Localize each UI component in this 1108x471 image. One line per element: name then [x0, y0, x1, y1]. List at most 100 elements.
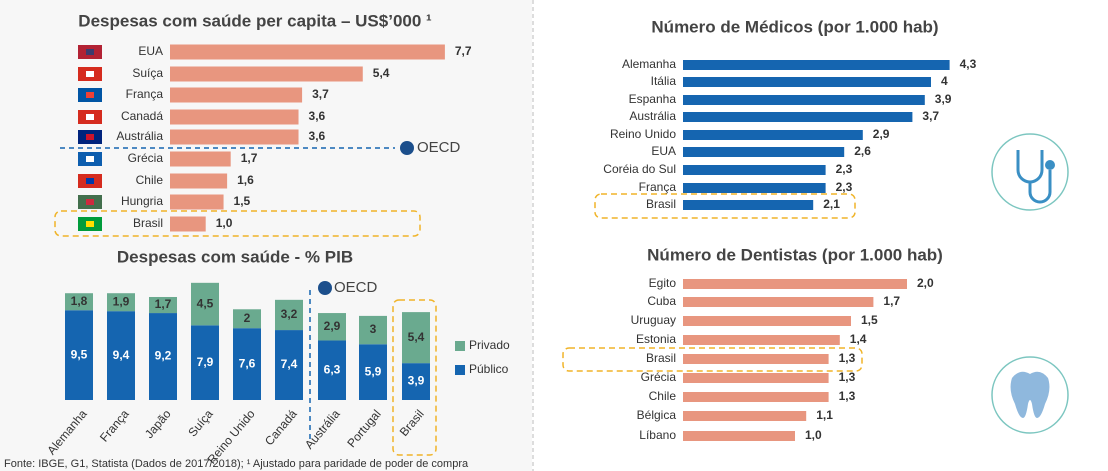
bar: [170, 151, 231, 167]
value-label: 9,2: [155, 349, 172, 363]
bar: [683, 354, 829, 364]
legend-label: Público: [469, 362, 509, 376]
annotation: OECD: [334, 279, 378, 296]
category-label: Chile: [649, 389, 677, 403]
bar: [683, 60, 950, 70]
value-label: 1,0: [805, 428, 822, 442]
value-label: 2,3: [836, 180, 853, 194]
flag: [86, 49, 94, 55]
bar: [170, 194, 224, 210]
flag: [86, 221, 94, 227]
bar: [683, 373, 829, 383]
tooth-icon: [1010, 371, 1050, 418]
chart-title: Despesas com saúde per capita – US$’000 …: [78, 11, 432, 30]
value-label: 2,0: [917, 276, 934, 290]
bar: [170, 44, 445, 60]
bar-segment: [107, 311, 135, 400]
category-label: Bélgica: [637, 408, 677, 422]
value-label: 4,3: [960, 57, 977, 71]
annotation: OECD: [417, 139, 461, 156]
oecd-logo: [318, 281, 332, 295]
highlight-box: [54, 210, 421, 237]
category-label: Brasil: [646, 197, 676, 211]
value-label: 1,3: [839, 351, 856, 365]
bar-segment: [275, 299, 303, 331]
category-label: Chile: [136, 173, 164, 187]
value-label: 2,1: [823, 197, 840, 211]
flag: [86, 178, 94, 184]
category-label: EUA: [651, 144, 676, 158]
category-label: Austrália: [629, 109, 676, 123]
value-label: 5,4: [408, 330, 425, 344]
value-label: 1,4: [850, 332, 867, 346]
value-label: 6,3: [324, 362, 341, 376]
category-label: Brasil: [646, 351, 676, 365]
source: Fonte: IBGE, G1, Statista (Dados de 2017…: [4, 458, 469, 470]
value-label: 7,4: [281, 357, 298, 371]
bar-segment: [149, 313, 177, 400]
category-label: Brasil: [133, 216, 163, 230]
value-label: 3,9: [408, 374, 425, 388]
value-label: 4: [941, 74, 948, 88]
category-label: Cuba: [647, 294, 676, 308]
stethoscope-icon: [1016, 150, 1052, 204]
bar: [683, 335, 840, 345]
oecd-logo: [400, 141, 414, 155]
category-label: França: [126, 87, 164, 101]
category-label: Uruguay: [631, 313, 676, 327]
value-label: 7,6: [239, 356, 256, 370]
bar: [170, 87, 303, 103]
bar-segment: [191, 325, 219, 400]
chart-title: Número de Médicos (por 1.000 hab): [651, 17, 938, 36]
value-label: 1,5: [234, 194, 251, 208]
value-label: 3: [370, 322, 377, 336]
bar: [170, 109, 299, 125]
category-label: Canadá: [121, 109, 163, 123]
value-label: 1,1: [816, 408, 833, 422]
icon-circle: [991, 133, 1069, 211]
bar: [170, 129, 299, 145]
bar: [683, 130, 863, 140]
bar-segment: [402, 312, 430, 364]
value-label: 3,2: [281, 307, 298, 321]
category-label: Itália: [651, 74, 677, 88]
value-label: 2,9: [873, 127, 890, 141]
value-label: 3,7: [922, 109, 939, 123]
value-label: 1,6: [237, 173, 254, 187]
stethoscope-icon: [1045, 160, 1055, 170]
highlight-box: [562, 347, 863, 372]
category-label: Suíça: [132, 66, 163, 80]
bar-segment: [359, 344, 387, 400]
category-label: Estonia: [636, 332, 676, 346]
bar: [683, 431, 795, 441]
bar: [170, 216, 206, 232]
flag: [86, 71, 94, 77]
category-label: Grécia: [128, 151, 164, 165]
category-label: Austrália: [116, 129, 163, 143]
category-label: Reino Unido: [610, 127, 676, 141]
bar-segment: [107, 293, 135, 312]
chart-title: Número de Dentistas (por 1.000 hab): [647, 245, 943, 264]
category-label: Coréia do Sul: [603, 162, 676, 176]
value-label: 9,4: [113, 348, 130, 362]
bar: [170, 173, 228, 189]
value-label: 1,7: [883, 294, 900, 308]
value-label: 1,9: [113, 294, 130, 308]
bar: [683, 165, 826, 175]
bar-segment: [318, 313, 346, 341]
bar: [683, 77, 931, 87]
bar: [683, 147, 845, 157]
category-label: França: [639, 180, 677, 194]
bar: [683, 411, 807, 421]
category-label: Líbano: [639, 428, 676, 442]
flag: [86, 156, 94, 162]
flag: [86, 199, 94, 205]
legend-swatch: [455, 341, 465, 351]
value-label: 3,7: [312, 87, 329, 101]
bar: [683, 112, 913, 122]
value-label: 2: [244, 311, 251, 325]
flag: [86, 134, 94, 140]
value-label: 7,7: [455, 44, 472, 58]
value-label: 2,6: [854, 144, 871, 158]
